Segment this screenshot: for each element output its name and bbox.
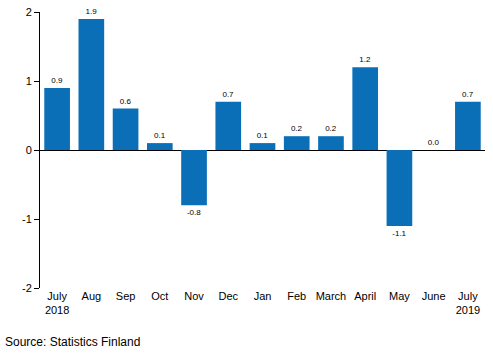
svg-text:April: April (354, 290, 376, 302)
svg-text:July2018: July2018 (45, 290, 69, 316)
svg-text:Sep: Sep (116, 290, 136, 302)
svg-text:0.1: 0.1 (257, 131, 269, 140)
svg-text:0.2: 0.2 (325, 124, 337, 133)
svg-text:2: 2 (26, 6, 32, 18)
svg-text:-0.8: -0.8 (187, 208, 201, 217)
svg-text:-2: -2 (22, 282, 32, 294)
svg-text:Aug: Aug (82, 290, 102, 302)
svg-text:1.2: 1.2 (359, 55, 371, 64)
svg-text:0.9: 0.9 (51, 76, 63, 85)
svg-text:0.2: 0.2 (291, 124, 303, 133)
svg-text:Nov: Nov (184, 290, 204, 302)
svg-text:March: March (316, 290, 347, 302)
svg-text:June: June (422, 290, 446, 302)
svg-text:Oct: Oct (151, 290, 168, 302)
svg-text:Feb: Feb (287, 290, 306, 302)
svg-text:July2019: July2019 (456, 290, 480, 316)
svg-text:0.0: 0.0 (428, 138, 440, 147)
svg-text:0.7: 0.7 (462, 90, 474, 99)
svg-text:-1.1: -1.1 (392, 229, 406, 238)
svg-text:Dec: Dec (218, 290, 238, 302)
svg-text:May: May (389, 290, 410, 302)
svg-text:0.1: 0.1 (154, 131, 166, 140)
svg-text:1.9: 1.9 (86, 7, 98, 16)
svg-text:0.7: 0.7 (222, 90, 234, 99)
svg-text:-1: -1 (22, 213, 32, 225)
svg-text:1: 1 (26, 75, 32, 87)
svg-text:Jan: Jan (254, 290, 272, 302)
svg-text:0.6: 0.6 (120, 97, 132, 106)
svg-text:0: 0 (26, 144, 32, 156)
svg-text:Source: Statistics Finland: Source: Statistics Finland (5, 335, 140, 349)
